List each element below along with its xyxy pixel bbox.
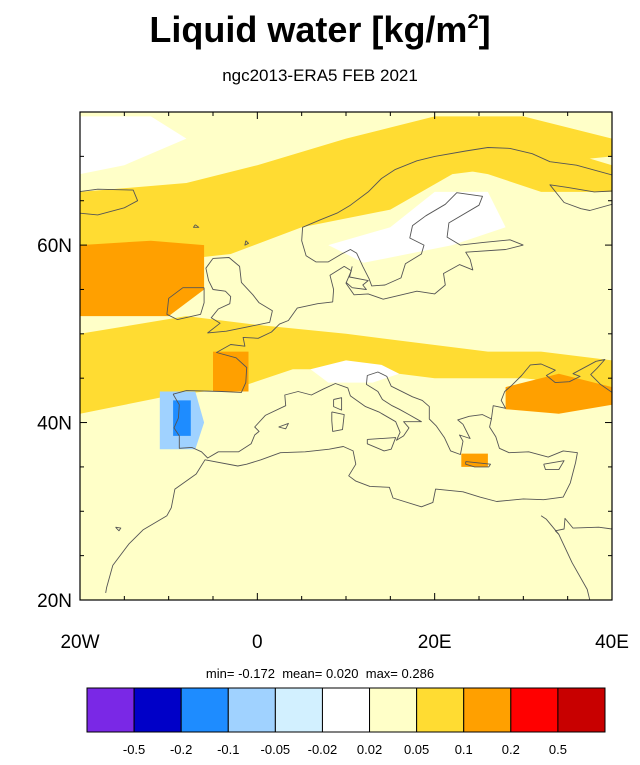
- x-tick-label: 40E: [595, 632, 629, 653]
- coastline-3: [172, 244, 524, 395]
- y-tick-label: 20N: [37, 591, 72, 612]
- coastline-9: [554, 517, 612, 535]
- coastline-18: [193, 224, 200, 228]
- colorbar-swatch: [321, 687, 371, 733]
- coastline-8: [540, 515, 591, 600]
- title-main: Liquid water [kg/m: [149, 9, 468, 50]
- field-region-black-sea: [505, 373, 612, 414]
- title-superscript: 2: [467, 11, 479, 33]
- y-tick-label: 40N: [37, 414, 72, 435]
- colorbar: -0.5 -0.2 -0.1 -0.05 -0.02 0.02 0.05 0.1 0.2 0.5: [86, 687, 606, 757]
- coastline-4: [301, 147, 612, 287]
- coastline-10: [331, 411, 345, 432]
- coastlines: [80, 147, 612, 600]
- field-region-greenland-sea: [80, 116, 187, 175]
- y-tick-label: 60N: [37, 236, 72, 257]
- colorbar-label: -0.1: [217, 742, 239, 757]
- colorbar-label: 0.5: [549, 742, 567, 757]
- colorbar-label: -0.02: [308, 742, 338, 757]
- field-region-scandinavia-arctic: [434, 138, 612, 192]
- coastline-11: [333, 397, 343, 411]
- colorbar-swatch: [510, 687, 559, 733]
- coastline-2: [80, 188, 139, 216]
- colorbar-label: -0.2: [170, 742, 192, 757]
- chart-subtitle: ngc2013-ERA5 FEB 2021: [222, 66, 418, 85]
- x-tick-label: 20W: [60, 632, 99, 653]
- axis-ticks: 20W 0 20E 40E 20N 40N 60N: [37, 111, 629, 653]
- coastline-5: [549, 184, 612, 211]
- stats-mean-value: 0.020: [325, 666, 359, 681]
- field-region-north-africa-light: [97, 444, 577, 529]
- colorbar-swatch: [180, 687, 229, 733]
- colorbar-label: -0.05: [261, 742, 291, 757]
- coastline-12: [366, 437, 397, 452]
- colorbar-swatch: [557, 687, 606, 733]
- field-region-alps-blue: [310, 360, 400, 383]
- stats-line: min= -0.172 mean= 0.020 max= 0.286: [0, 666, 640, 682]
- coastline-17: [115, 526, 122, 532]
- colorbar-swatch: [274, 687, 323, 733]
- colorbar-label: 0.2: [502, 742, 520, 757]
- stats-max-label: max=: [365, 666, 398, 681]
- stats-min-value: -0.172: [238, 666, 275, 681]
- coastline-14: [543, 460, 565, 471]
- field-region-britain-atlantic: [80, 240, 205, 317]
- x-tick-label: 0: [252, 632, 263, 653]
- field-region-iberia-west-core: [173, 400, 191, 436]
- stats-mean-label: mean=: [282, 666, 323, 681]
- coastline-13: [465, 461, 491, 468]
- colorbar-label: 0.05: [404, 742, 429, 757]
- stats-min-label: min=: [205, 666, 235, 681]
- coastline-6: [172, 359, 612, 459]
- colorbar-label: 0.02: [357, 742, 382, 757]
- x-tick-label: 20E: [418, 632, 452, 653]
- colorbar-swatch: [133, 687, 182, 733]
- colorbar-swatch: [416, 687, 465, 733]
- colorbar-swatch: [86, 687, 135, 733]
- colorbar-swatch: [369, 687, 418, 733]
- coastline-16: [345, 266, 369, 290]
- coastline-15: [278, 422, 289, 430]
- coastline-1: [166, 287, 205, 321]
- colorbar-swatch: [463, 687, 512, 733]
- coastline-0: [205, 257, 273, 334]
- colorbar-swatch: [227, 687, 276, 733]
- colorbar-label: 0.1: [455, 742, 473, 757]
- field-region-biscay-core: [213, 351, 249, 392]
- colorbar-label: -0.5: [123, 742, 145, 757]
- chart-title: Liquid water [kg/m2]: [0, 8, 640, 52]
- liquid-water-field: [80, 116, 612, 529]
- field-region-scandinavia-white: [328, 191, 506, 263]
- title-end: ]: [478, 9, 491, 50]
- coastline-7: [105, 418, 578, 593]
- coastline-19: [244, 240, 249, 246]
- stats-max-value: 0.286: [401, 666, 435, 681]
